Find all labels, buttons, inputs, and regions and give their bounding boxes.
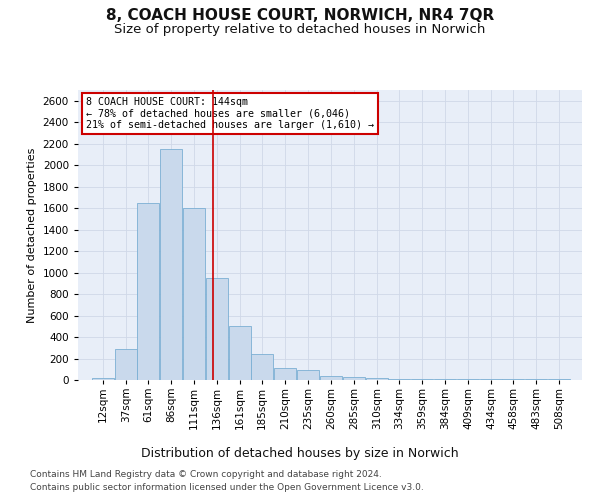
- Y-axis label: Number of detached properties: Number of detached properties: [27, 148, 37, 322]
- Bar: [251, 354, 274, 380]
- Bar: [274, 368, 296, 380]
- Text: 8, COACH HOUSE COURT, NORWICH, NR4 7QR: 8, COACH HOUSE COURT, NORWICH, NR4 7QR: [106, 8, 494, 22]
- Bar: [388, 379, 410, 380]
- Text: 8 COACH HOUSE COURT: 144sqm
← 78% of detached houses are smaller (6,046)
21% of : 8 COACH HOUSE COURT: 144sqm ← 78% of det…: [86, 97, 374, 130]
- Bar: [229, 326, 251, 380]
- Bar: [183, 208, 205, 380]
- Bar: [320, 376, 342, 380]
- Text: Size of property relative to detached houses in Norwich: Size of property relative to detached ho…: [115, 22, 485, 36]
- Bar: [160, 149, 182, 380]
- Bar: [411, 379, 433, 380]
- Bar: [343, 377, 365, 380]
- Bar: [115, 349, 137, 380]
- Bar: [206, 278, 229, 380]
- Text: Contains public sector information licensed under the Open Government Licence v3: Contains public sector information licen…: [30, 482, 424, 492]
- Bar: [92, 378, 115, 380]
- Bar: [137, 203, 160, 380]
- Bar: [297, 370, 319, 380]
- Bar: [457, 379, 479, 380]
- Text: Distribution of detached houses by size in Norwich: Distribution of detached houses by size …: [141, 448, 459, 460]
- Text: Contains HM Land Registry data © Crown copyright and database right 2024.: Contains HM Land Registry data © Crown c…: [30, 470, 382, 479]
- Bar: [366, 378, 388, 380]
